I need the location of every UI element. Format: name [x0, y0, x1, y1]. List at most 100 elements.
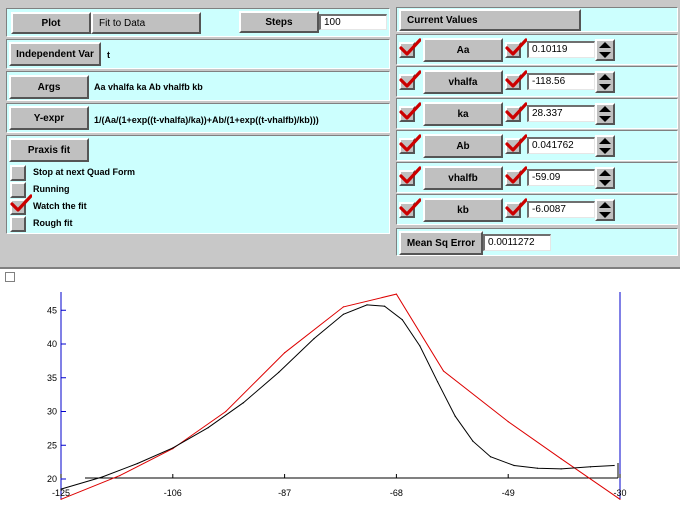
args-value: Aa vhalfa ka Ab vhalfb kb	[94, 82, 203, 92]
param-enable-checkbox[interactable]	[399, 202, 415, 218]
plot-area[interactable]: 45 40 35 30 25 20 -125 -106 -87 -68 -49 -30	[0, 267, 680, 524]
check-mark-icon	[505, 102, 528, 122]
plot-corner-box	[5, 272, 15, 282]
check-mark-icon	[505, 198, 528, 218]
param-value-checkbox[interactable]	[505, 138, 521, 154]
data-point	[507, 421, 509, 423]
param-value-input[interactable]: -6.0087	[527, 201, 595, 218]
check-mark-icon	[399, 198, 422, 218]
fit-point	[207, 427, 209, 429]
check-mark-icon	[505, 166, 528, 186]
param-enable-checkbox[interactable]	[399, 106, 415, 122]
steps-input[interactable]: 100	[319, 14, 387, 30]
fit-point	[589, 466, 592, 468]
x-tick-label: -87	[278, 488, 291, 498]
fit-point	[60, 488, 62, 490]
check-mark-icon	[505, 38, 528, 58]
yexpr-button[interactable]: Y-expr	[9, 106, 89, 130]
fit-point	[436, 381, 439, 383]
plot-button[interactable]: Plot	[11, 12, 91, 34]
watch-the-fit-checkbox[interactable]	[10, 199, 26, 215]
fit-curve-line	[60, 304, 615, 490]
check-mark-icon	[399, 102, 422, 122]
current-values-button[interactable]: Current Values	[399, 9, 581, 31]
data-point	[619, 498, 621, 500]
fit-point	[366, 304, 368, 306]
x-tick-label: -49	[502, 488, 515, 498]
param-value-checkbox[interactable]	[505, 202, 521, 218]
current-values-header-row: Current Values	[396, 7, 678, 32]
args-row: Args Aa vhalfa ka Ab vhalfb kb	[6, 71, 390, 101]
up-down-arrows-icon[interactable]	[595, 167, 615, 189]
param-value-checkbox[interactable]	[505, 42, 521, 58]
param-value-input[interactable]: 0.041762	[527, 137, 595, 154]
fit-to-data-button[interactable]: Fit to Data	[91, 12, 201, 34]
data-point	[560, 458, 562, 460]
param-enable-checkbox[interactable]	[399, 74, 415, 90]
param-button[interactable]: vhalfb	[423, 166, 503, 190]
y-tick-label: 20	[47, 474, 57, 484]
fit-point	[242, 402, 245, 404]
data-point	[225, 410, 227, 413]
param-button[interactable]: vhalfa	[423, 70, 503, 94]
up-down-arrows-icon[interactable]	[595, 103, 615, 125]
praxis-fit-button[interactable]: Praxis fit	[9, 138, 89, 162]
param-enable-checkbox[interactable]	[399, 170, 415, 186]
plot-row: Plot Fit to Data Steps 100	[6, 8, 390, 37]
fit-point	[101, 476, 103, 478]
fit-point	[537, 467, 539, 469]
running-checkbox[interactable]	[10, 182, 26, 198]
param-value-checkbox[interactable]	[505, 106, 521, 122]
param-value-checkbox[interactable]	[505, 170, 521, 186]
yexpr-row: Y-expr 1/(Aa/(1+exp((t-vhalfa)/ka))+Ab/(…	[6, 103, 390, 133]
praxis-fit-section: Praxis fit Stop at next Quad Form Runnin…	[6, 135, 390, 234]
param-value-input[interactable]: 28.337	[527, 105, 595, 122]
param-value-input[interactable]: -59.09	[527, 169, 595, 186]
param-row-Ab: Ab 0.041762	[396, 130, 678, 161]
param-row-vhalfb: vhalfb -59.09	[396, 162, 678, 193]
fit-chart: 45 40 35 30 25 20 -125 -106 -87 -68 -49 -30	[47, 292, 627, 500]
param-enable-checkbox[interactable]	[399, 138, 415, 154]
independent-var-button[interactable]: Independent Var	[9, 42, 101, 66]
up-down-arrows-icon[interactable]	[595, 39, 615, 61]
stop-at-next-quad-form-label: Stop at next Quad Form	[33, 167, 136, 177]
param-button[interactable]: Aa	[423, 38, 503, 62]
steps-button[interactable]: Steps	[239, 11, 319, 33]
fit-point	[472, 440, 474, 442]
fit-point	[342, 313, 345, 315]
args-button[interactable]: Args	[9, 75, 89, 99]
watch-the-fit-label: Watch the fit	[33, 201, 87, 211]
param-button[interactable]: Ab	[423, 134, 503, 158]
param-enable-checkbox[interactable]	[399, 42, 415, 58]
fit-point	[613, 464, 615, 467]
param-row-kb: kb -6.0087	[396, 194, 678, 225]
data-point	[119, 475, 121, 477]
param-button[interactable]: ka	[423, 102, 503, 126]
y-tick-label: 35	[47, 373, 57, 383]
param-row-vhalfa: vhalfa -118.56	[396, 66, 678, 97]
yexpr-value: 1/(Aa/(1+exp((t-vhalfa)/ka))+Ab/(1+exp((…	[94, 115, 319, 125]
rough-fit-label: Rough fit	[33, 218, 73, 228]
check-mark-icon	[10, 194, 32, 212]
data-point	[442, 370, 445, 372]
mean-sq-error-row: Mean Sq Error 0.0011272	[396, 228, 678, 256]
param-value-input[interactable]: -118.56	[527, 73, 595, 90]
up-down-arrows-icon[interactable]	[595, 135, 615, 157]
left-control-panel: Plot Fit to Data Steps 100 Independent V…	[0, 0, 392, 264]
fit-point	[136, 462, 139, 465]
x-tick-label: -30	[613, 488, 626, 498]
param-value-input[interactable]: 0.10119	[527, 41, 595, 58]
check-mark-icon	[505, 134, 528, 154]
running-label: Running	[33, 184, 70, 194]
x-tick-label: -125	[52, 488, 70, 498]
param-button[interactable]: kb	[423, 198, 503, 222]
check-mark-icon	[399, 38, 422, 58]
param-value-checkbox[interactable]	[505, 74, 521, 90]
stop-at-next-quad-form-checkbox[interactable]	[10, 165, 26, 181]
mean-sq-error-button[interactable]: Mean Sq Error	[399, 231, 483, 255]
fit-point	[313, 338, 315, 340]
up-down-arrows-icon[interactable]	[595, 71, 615, 93]
fit-point	[419, 345, 421, 347]
rough-fit-checkbox[interactable]	[10, 216, 26, 232]
up-down-arrows-icon[interactable]	[595, 199, 615, 221]
